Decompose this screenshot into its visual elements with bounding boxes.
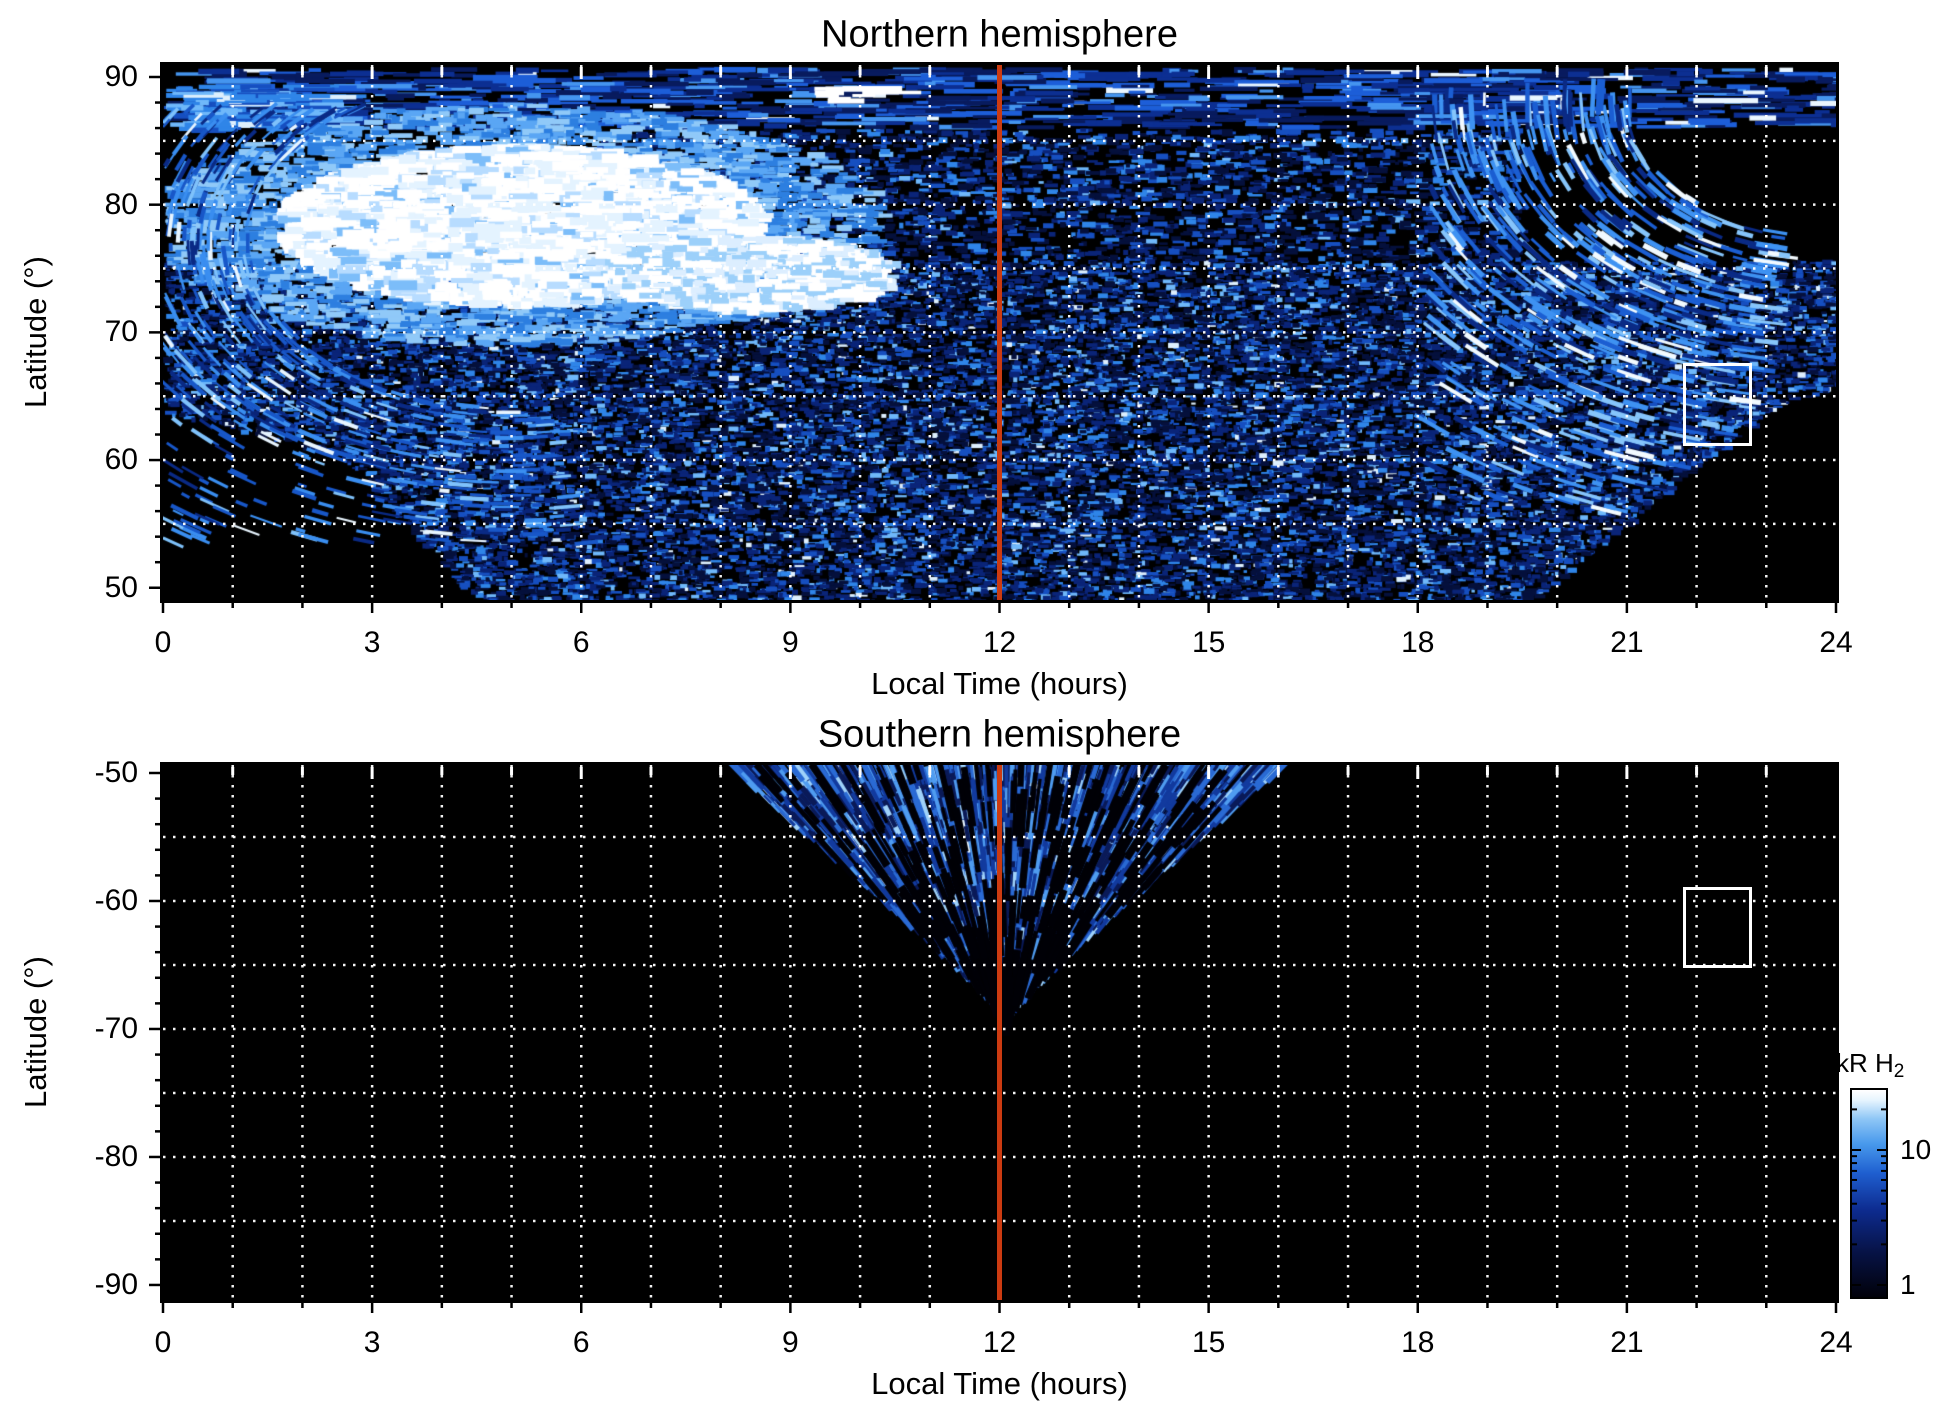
north-x-tick-label-12: 12	[982, 626, 1017, 659]
south-grid-and-ticks	[149, 765, 1838, 1313]
south-x-tick-label-12: 12	[982, 1326, 1017, 1359]
north-grid-and-ticks	[149, 65, 1838, 613]
south-title: Southern hemisphere	[817, 713, 1182, 756]
north-x-tick-label-9: 9	[782, 626, 799, 659]
north-x-tick-label-24: 24	[1819, 626, 1853, 659]
north-y-axis-label: Latitude (°)	[18, 256, 53, 408]
south-x-tick-label-3: 3	[363, 1326, 381, 1359]
south-x-tick-label-0: 0	[154, 1326, 172, 1359]
colorbar-ticks	[1852, 1108, 1886, 1286]
north-y-tick-label-70: 70	[104, 315, 138, 349]
colorbar-unit-subscript: 2	[1893, 1061, 1905, 1082]
south-y-axis-label: Latitude (°)	[18, 956, 53, 1108]
north-y-tick-label-80: 80	[104, 187, 138, 221]
north-x-tick-label-15: 15	[1191, 626, 1226, 659]
north-y-tick-label-60: 60	[104, 443, 138, 477]
north-y-tick-label-90: 90	[104, 60, 138, 93]
south-y-tick-label-90: -90	[94, 1267, 138, 1301]
north-x-tick-label-6: 6	[572, 626, 590, 659]
south-y-tick-label-70: -70	[94, 1011, 138, 1045]
north-title: Northern hemisphere	[821, 13, 1178, 56]
north-x-tick-label-0: 0	[154, 626, 172, 659]
colorbar-unit-label: kR H2	[1836, 1048, 1904, 1083]
south-y-tick-label-60: -60	[94, 883, 138, 917]
colorbar-unit-prefix: kR H	[1836, 1048, 1894, 1078]
colorbar	[1850, 1088, 1888, 1299]
north-x-axis-label: Local Time (hours)	[871, 666, 1128, 701]
south-y-tick-label-80: -80	[94, 1139, 138, 1173]
south-x-tick-label-24: 24	[1819, 1326, 1853, 1359]
south-x-tick-label-15: 15	[1191, 1326, 1226, 1359]
south-x-tick-label-9: 9	[782, 1326, 799, 1359]
colorbar-tick-label-10: 10	[1900, 1134, 1932, 1165]
north-x-tick-label-3: 3	[363, 626, 381, 659]
north-x-tick-label-21: 21	[1610, 626, 1644, 659]
north-y-tick-label-50: 50	[104, 570, 138, 604]
south-x-tick-label-18: 18	[1401, 1326, 1435, 1359]
south-x-axis-label: Local Time (hours)	[871, 1366, 1128, 1401]
south-x-tick-label-6: 6	[572, 1326, 590, 1359]
colorbar-tick-label-1: 1	[1900, 1269, 1916, 1300]
south-x-tick-label-21: 21	[1610, 1326, 1644, 1359]
south-y-tick-label-50: -50	[94, 755, 138, 789]
north-x-tick-label-18: 18	[1401, 626, 1435, 659]
